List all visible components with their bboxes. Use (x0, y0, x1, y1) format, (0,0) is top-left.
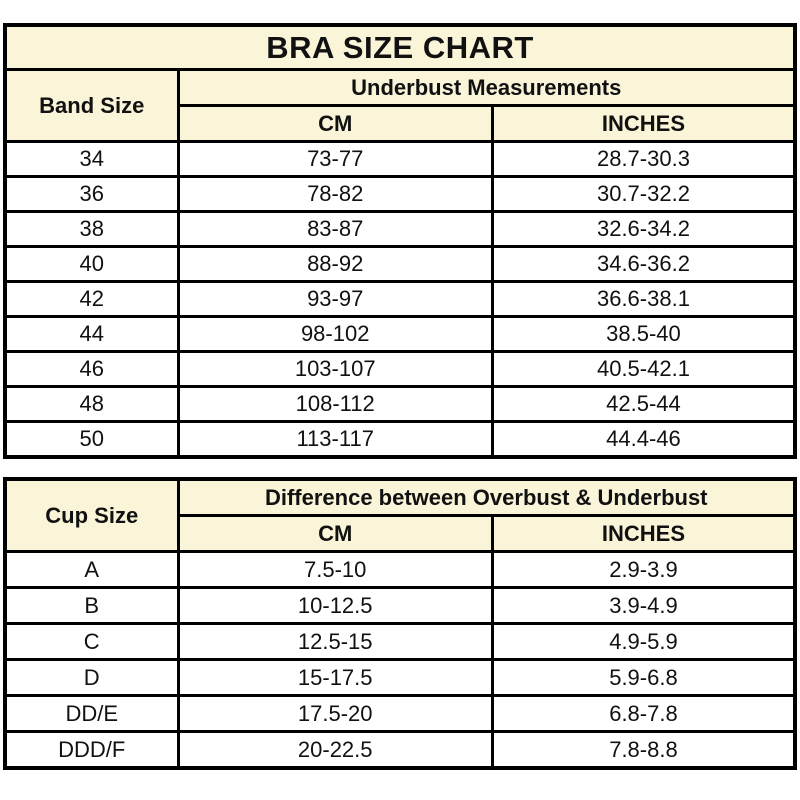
cup-size-table: Cup Size Difference between Overbust & U… (3, 477, 797, 770)
table-row: D 15-17.5 5.9-6.8 (3, 658, 797, 697)
table-cell: 32.6-34.2 (490, 210, 797, 248)
table-cell: 15-17.5 (176, 658, 494, 697)
table-cell: 42.5-44 (490, 385, 797, 423)
table-cell: 34 (3, 140, 180, 178)
table-cell: 20-22.5 (176, 730, 494, 770)
table-cell: 108-112 (176, 385, 494, 423)
table-cell: 5.9-6.8 (490, 658, 797, 697)
table-row: 38 83-87 32.6-34.2 (3, 210, 797, 248)
band-cm-column-header: CM (176, 104, 494, 143)
table-cell: 113-117 (176, 420, 494, 459)
table-row: 50 113-117 44.4-46 (3, 420, 797, 459)
table-cell: 12.5-15 (176, 622, 494, 661)
table-cell: 28.7-30.3 (490, 140, 797, 178)
table-row: 46 103-107 40.5-42.1 (3, 350, 797, 388)
table-cell: 46 (3, 350, 180, 388)
band-header-row: Band Size Underbust Measurements (3, 68, 797, 143)
table-cell: B (3, 586, 180, 625)
band-inches-column-header: INCHES (490, 104, 797, 143)
cup-cm-column-header: CM (176, 514, 494, 553)
underbust-group-header: Underbust Measurements (176, 68, 797, 107)
band-size-column-header: Band Size (3, 68, 180, 143)
table-cell: 38.5-40 (490, 315, 797, 353)
table-cell: 48 (3, 385, 180, 423)
table-cell: 38 (3, 210, 180, 248)
table-row: DD/E 17.5-20 6.8-7.8 (3, 694, 797, 733)
cup-table-body: A 7.5-10 2.9-3.9 B 10-12.5 3.9-4.9 C 12.5-15 4.9… (3, 550, 797, 770)
table-row: 44 98-102 38.5-40 (3, 315, 797, 353)
table-row: 34 73-77 28.7-30.3 (3, 140, 797, 178)
table-row: C 12.5-15 4.9-5.9 (3, 622, 797, 661)
table-cell: 98-102 (176, 315, 494, 353)
cup-header-row: Cup Size Difference between Overbust & U… (3, 477, 797, 553)
table-cell: 40 (3, 245, 180, 283)
table-cell: 7.5-10 (176, 550, 494, 589)
table-cell: 93-97 (176, 280, 494, 318)
table-cell: 36.6-38.1 (490, 280, 797, 318)
table-cell: 10-12.5 (176, 586, 494, 625)
table-cell: 30.7-32.2 (490, 175, 797, 213)
title-row: BRA SIZE CHART (3, 23, 797, 71)
table-row: 36 78-82 30.7-32.2 (3, 175, 797, 213)
table-cell: 34.6-36.2 (490, 245, 797, 283)
table-cell: 78-82 (176, 175, 494, 213)
table-cell: 7.8-8.8 (490, 730, 797, 770)
table-cell: 17.5-20 (176, 694, 494, 733)
table-cell: 2.9-3.9 (490, 550, 797, 589)
cup-inches-column-header: INCHES (490, 514, 797, 553)
table-cell: 44.4-46 (490, 420, 797, 459)
table-cell: C (3, 622, 180, 661)
table-cell: DDD/F (3, 730, 180, 770)
table-cell: DD/E (3, 694, 180, 733)
table-row: A 7.5-10 2.9-3.9 (3, 550, 797, 589)
band-unit-row: CM INCHES (5, 104, 797, 143)
table-row: 48 108-112 42.5-44 (3, 385, 797, 423)
table-cell: 40.5-42.1 (490, 350, 797, 388)
table-row: 40 88-92 34.6-36.2 (3, 245, 797, 283)
table-cell: 103-107 (176, 350, 494, 388)
difference-group-header: Difference between Overbust & Underbust (176, 477, 797, 517)
band-table-body: 34 73-77 28.7-30.3 36 78-82 30.7-32.2 38 83-87 3… (3, 140, 797, 459)
page-title: BRA SIZE CHART (3, 23, 797, 71)
band-size-table: BRA SIZE CHART Band Size Underbust Measu… (3, 23, 797, 459)
table-cell: 73-77 (176, 140, 494, 178)
table-cell: 6.8-7.8 (490, 694, 797, 733)
cup-size-column-header: Cup Size (3, 477, 180, 553)
table-cell: 4.9-5.9 (490, 622, 797, 661)
table-row: DDD/F 20-22.5 7.8-8.8 (3, 730, 797, 770)
table-cell: 50 (3, 420, 180, 459)
table-row: B 10-12.5 3.9-4.9 (3, 586, 797, 625)
table-cell: 44 (3, 315, 180, 353)
table-cell: 88-92 (176, 245, 494, 283)
table-cell: D (3, 658, 180, 697)
table-cell: 83-87 (176, 210, 494, 248)
table-cell: 42 (3, 280, 180, 318)
table-cell: 3.9-4.9 (490, 586, 797, 625)
cup-unit-row: CM INCHES (5, 514, 797, 553)
table-cell: A (3, 550, 180, 589)
table-row: 42 93-97 36.6-38.1 (3, 280, 797, 318)
table-cell: 36 (3, 175, 180, 213)
